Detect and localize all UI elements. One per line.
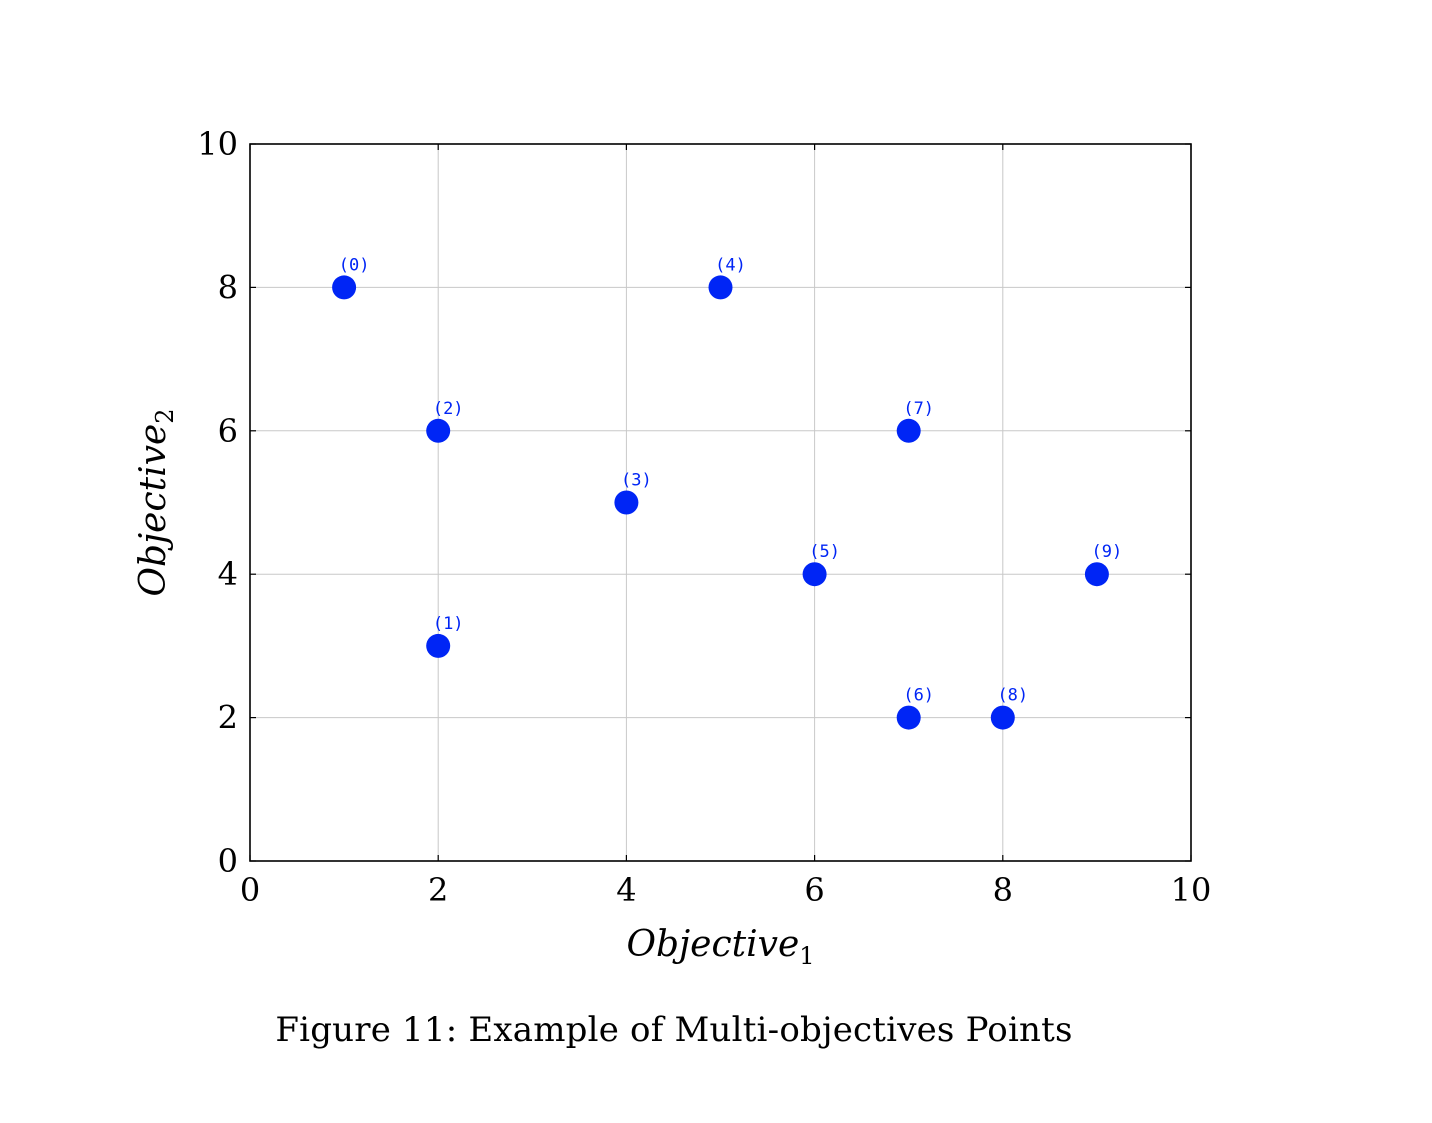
scatter-point bbox=[802, 562, 827, 587]
scatter-point bbox=[614, 490, 639, 515]
x-axis-ticks: 0 2 4 6 8 10 bbox=[240, 144, 1212, 909]
y-tick-label: 8 bbox=[218, 268, 238, 306]
x-tick-label: 10 bbox=[1171, 871, 1212, 909]
y-tick-label: 4 bbox=[218, 555, 238, 593]
y-tick-label: 2 bbox=[218, 699, 238, 737]
y-tick-label: 6 bbox=[218, 412, 238, 450]
x-axis-label-subscript: 1 bbox=[799, 942, 814, 970]
scatter-point bbox=[332, 275, 357, 300]
scatter-point bbox=[426, 633, 451, 658]
grid-lines bbox=[250, 144, 1191, 861]
point-label: (4) bbox=[715, 255, 746, 275]
x-tick-label: 2 bbox=[428, 871, 448, 909]
y-tick-label: 10 bbox=[197, 125, 238, 163]
x-tick-label: 4 bbox=[616, 871, 636, 909]
figure-caption: Figure 11: Example of Multi-objectives P… bbox=[275, 1010, 1073, 1050]
point-label: (1) bbox=[433, 614, 464, 634]
x-axis-label-text: Objective bbox=[626, 924, 799, 965]
plot-area-frame bbox=[249, 143, 1192, 862]
scatter-point bbox=[896, 705, 921, 730]
scatter-point bbox=[1084, 562, 1109, 587]
point-label: (7) bbox=[903, 399, 934, 419]
x-tick-label: 0 bbox=[240, 871, 260, 909]
scatter-point bbox=[990, 705, 1015, 730]
data-points: (0) (1) (2) (3) (4) (5) (6) (7) (8) (9) bbox=[332, 255, 1123, 730]
x-axis-label: Objective1 bbox=[626, 924, 814, 970]
point-label: (5) bbox=[809, 542, 840, 562]
scatter-point bbox=[426, 418, 451, 443]
point-label: (3) bbox=[621, 471, 652, 491]
point-label: (6) bbox=[903, 686, 934, 706]
y-tick-label: 0 bbox=[218, 842, 238, 880]
point-label: (9) bbox=[1092, 542, 1123, 562]
x-tick-label: 8 bbox=[993, 871, 1013, 909]
x-tick-label: 6 bbox=[804, 871, 824, 909]
y-axis-label-subscript: 2 bbox=[151, 408, 179, 423]
point-label: (8) bbox=[997, 686, 1028, 706]
point-label: (0) bbox=[339, 255, 370, 275]
scatter-point bbox=[708, 275, 733, 300]
y-axis-label: Objective2 bbox=[133, 408, 179, 596]
point-label: (2) bbox=[433, 399, 464, 419]
y-axis-ticks: 0 2 4 6 8 10 bbox=[197, 125, 1191, 880]
scatter-point bbox=[896, 418, 921, 443]
y-axis-label-text: Objective bbox=[133, 424, 174, 597]
